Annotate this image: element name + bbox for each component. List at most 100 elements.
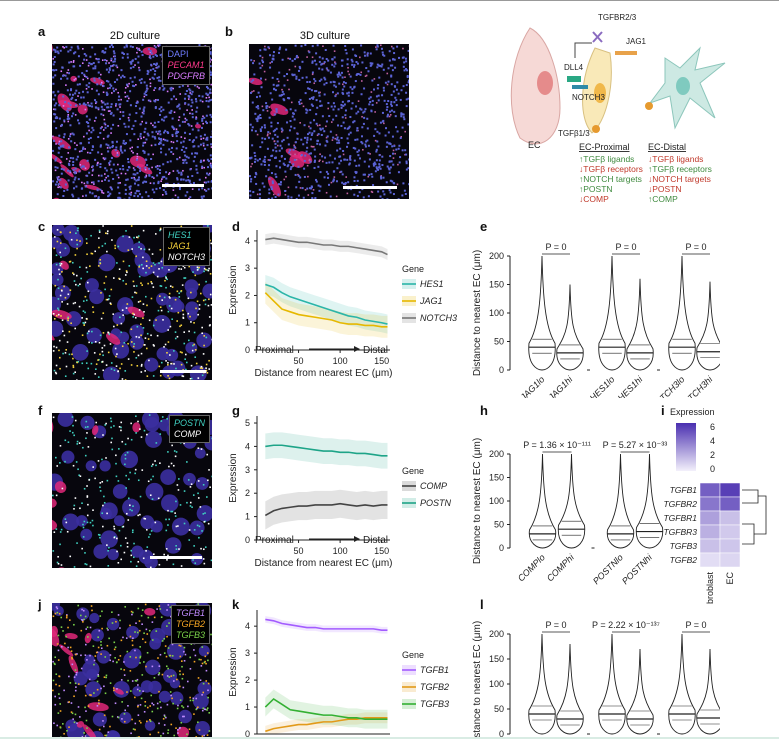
transcript-dot [113, 325, 115, 328]
dapi-dot [101, 108, 104, 111]
transcript-dot [125, 512, 128, 515]
panel-b-label: b [225, 24, 233, 39]
transcript-dot [106, 644, 109, 647]
dapi-dot [148, 174, 151, 177]
transcript-dot [156, 702, 159, 705]
dapi-dot [252, 79, 255, 82]
dapi-dot [103, 122, 106, 125]
transcript-dot [115, 661, 118, 664]
transcript-dot [137, 514, 139, 517]
dapi-dot [375, 150, 378, 153]
dapi-dot [295, 75, 298, 78]
dapi-dot [74, 51, 77, 54]
transcript-dot [183, 342, 186, 345]
dapi-dot [88, 191, 91, 194]
transcript-dot [334, 61, 336, 63]
heatmap-col-label: EC [725, 572, 735, 585]
transcript-dot [202, 353, 205, 355]
dapi-dot [319, 104, 322, 107]
dapi-dot [126, 56, 129, 59]
transcript-dot [73, 79, 76, 81]
transcript-dot [188, 539, 191, 541]
dapi-dot [357, 72, 360, 75]
dapi-dot [317, 165, 320, 168]
dapi-dot [157, 180, 160, 183]
transcript-dot [202, 682, 205, 685]
transcript-dot [149, 720, 152, 723]
transcript-dot [307, 50, 310, 52]
transcript-dot [158, 673, 161, 675]
dapi-dot [123, 149, 126, 152]
transcript-dot [160, 180, 162, 182]
transcript-dot [136, 153, 139, 155]
transcript-dot [138, 241, 140, 243]
transcript-dot [56, 465, 59, 467]
transcript-dot [67, 69, 70, 71]
transcript-dot [181, 660, 183, 662]
dapi-dot [136, 101, 139, 104]
transcript-dot [201, 374, 204, 377]
dapi-dot [157, 182, 160, 185]
dapi-dot [210, 115, 212, 118]
transcript-dot [146, 651, 149, 654]
transcript-dot [383, 122, 385, 125]
transcript-dot [190, 377, 193, 380]
dapi-dot [321, 127, 324, 130]
dapi-dot [139, 132, 142, 135]
transcript-dot [55, 263, 58, 266]
transcript-dot [86, 485, 88, 487]
dapi-dot [320, 104, 323, 107]
transcript-dot [135, 680, 138, 682]
dapi-dot [352, 146, 355, 149]
y-axis-title: Expression [228, 265, 239, 314]
dapi-dot [176, 177, 179, 180]
dapi-dot [356, 62, 359, 65]
transcript-dot [119, 111, 122, 113]
x-tick-label: 50 [294, 356, 304, 366]
transcript-dot [302, 105, 305, 108]
dapi-dot [259, 49, 262, 52]
vessel-signal [68, 655, 79, 674]
dapi-dot [356, 138, 359, 141]
transcript-dot [130, 438, 133, 441]
legend-pecam1: PECAM1 [167, 60, 205, 70]
dapi-dot [249, 190, 252, 193]
transcript-dot [55, 364, 58, 367]
transcript-dot [107, 629, 109, 631]
proximal-item: ↑TGFβ ligands [579, 154, 634, 164]
transcript-dot [141, 263, 143, 266]
transcript-dot [133, 343, 136, 345]
dapi-dot [74, 170, 77, 173]
transcript-dot [157, 497, 160, 500]
transcript-dot [91, 609, 93, 612]
transcript-dot [74, 114, 77, 116]
y-tick-label: 200 [489, 449, 504, 459]
dapi-dot [407, 123, 409, 126]
transcript-dot [81, 62, 84, 64]
transcript-dot [97, 533, 100, 536]
transcript-dot [85, 710, 87, 712]
transcript-dot [119, 106, 121, 108]
transcript-dot [65, 349, 68, 351]
dapi-dot [356, 150, 359, 153]
dapi-dot [290, 196, 293, 199]
heatmap-row-label: TGFBR2 [663, 499, 697, 509]
dapi-dot [383, 193, 386, 196]
transcript-dot [334, 137, 337, 140]
dapi-dot [101, 50, 104, 53]
transcript-dot [149, 705, 151, 707]
dapi-dot [129, 193, 132, 196]
transcript-dot [179, 645, 182, 647]
dapi-dot [153, 63, 156, 66]
transcript-dot [171, 697, 173, 700]
transcript-dot [142, 303, 145, 305]
dapi-dot [275, 108, 278, 111]
dapi-dot [162, 175, 165, 178]
transcript-dot [97, 675, 100, 677]
panel-b-title: 3D culture [299, 30, 351, 42]
transcript-dot [132, 316, 135, 318]
dapi-dot [374, 163, 377, 166]
dapi-dot [69, 93, 72, 96]
transcript-dot [172, 702, 174, 705]
transcript-dot [117, 163, 119, 166]
